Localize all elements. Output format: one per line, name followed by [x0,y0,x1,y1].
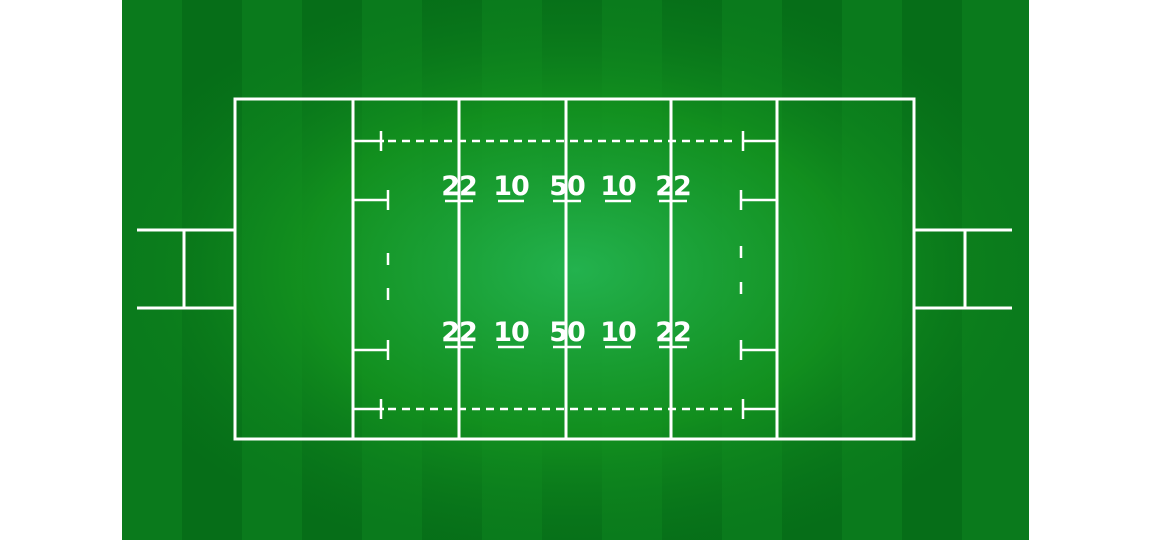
marker-bottom-3: 50 [549,317,585,348]
grass-glow [122,0,1029,540]
marker-top-4: 10 [600,171,636,202]
marker-bottom-4: 10 [600,317,636,348]
marker-bottom-1: 22 [441,317,477,348]
pitch-boundary [233,97,916,441]
distance-markers-top: 22 10 50 10 22 [441,171,692,203]
marker-top-1: 22 [441,171,477,202]
hash-marks-left [353,131,390,419]
marker-top-5: 22 [655,171,691,202]
marker-bottom-5: 22 [655,317,691,348]
hash-marks-right [739,131,777,419]
distance-markers-bottom: 22 10 50 10 22 [441,317,692,349]
marker-top-3: 50 [549,171,585,202]
goal-posts-left [137,228,235,310]
goal-posts-right [914,228,1012,310]
marker-bottom-2: 10 [493,317,529,348]
marker-top-2: 10 [493,171,529,202]
